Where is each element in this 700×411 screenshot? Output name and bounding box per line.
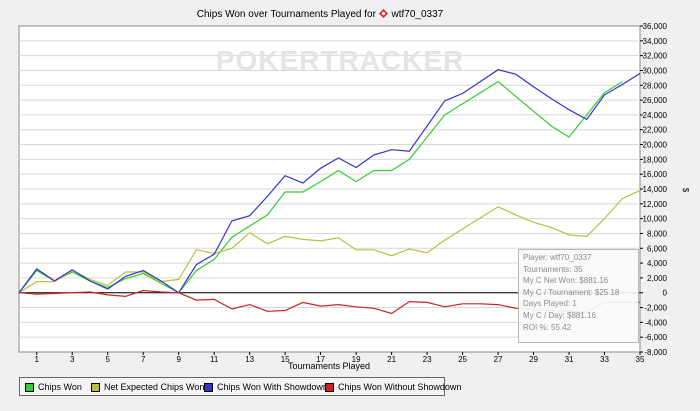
info-player: Player: wtf70_0337 xyxy=(523,253,592,262)
x-axis-label: Tournaments Played xyxy=(288,361,370,371)
x-tick-label: 35 xyxy=(636,355,645,364)
y-tick-label: 12,000 xyxy=(643,200,668,209)
y-axis-label: $ xyxy=(681,188,690,193)
x-tick-label: 17 xyxy=(316,355,325,364)
x-tick-label: 7 xyxy=(141,355,146,364)
y-tick-label: 26,000 xyxy=(643,96,668,105)
y-tick-label: 22,000 xyxy=(643,126,668,135)
series-line-net-expected-chips-won xyxy=(18,189,641,294)
info-tournaments: Tournaments: 35 xyxy=(523,264,583,274)
y-tick-label: 0 xyxy=(663,289,668,298)
y-tick-label: 2,000 xyxy=(647,274,668,283)
x-tick-label: 5 xyxy=(105,355,110,364)
series-lines xyxy=(18,69,641,315)
y-tick-label: 18,000 xyxy=(643,155,668,164)
x-tick-label: 15 xyxy=(281,355,290,364)
chart-title-player: wtf70_0337 xyxy=(391,9,444,20)
y-tick-label: 16,000 xyxy=(643,170,668,179)
y-tick-label: 28,000 xyxy=(643,81,668,90)
y-tick-label: 8,000 xyxy=(647,229,668,238)
legend-label: Chips Won Without Showdown xyxy=(338,382,462,392)
x-tick-label: 3 xyxy=(70,355,75,364)
x-tick-label: 19 xyxy=(352,355,361,364)
y-tick-label: -4,000 xyxy=(644,318,667,327)
chart-title: Chips Won over Tournaments Played for wt… xyxy=(0,9,640,20)
y-tick-label: 10,000 xyxy=(643,215,668,224)
x-tick-label: 13 xyxy=(245,355,254,364)
legend-label: Chips Won With Showdown xyxy=(217,382,328,392)
info-per-tournament: My C / Tournament: $25.18 xyxy=(523,287,620,297)
summary-info-box: Player: wtf70_0337 Tournaments: 35 My C … xyxy=(518,249,639,343)
legend-swatch-with-showdown xyxy=(204,383,213,392)
info-days-played: Days Played: 1 xyxy=(523,299,577,309)
y-tick-label: 6,000 xyxy=(647,244,668,253)
watermark: POKERTRACKER xyxy=(216,45,464,76)
x-tick-label: 1 xyxy=(35,355,40,364)
x-tick-label: 11 xyxy=(210,355,219,364)
info-roi: ROI %: 55.42 xyxy=(523,322,572,332)
legend-swatch-net-expected xyxy=(91,383,100,392)
y-tick-label: 36,000 xyxy=(643,22,668,31)
y-tick-label: 14,000 xyxy=(643,185,668,194)
y-tick-label: 30,000 xyxy=(643,66,668,75)
y-tick-label: -8,000 xyxy=(644,348,667,357)
y-tick-label: -6,000 xyxy=(644,333,667,342)
chart-title-prefix: Chips Won over Tournaments Played for xyxy=(196,9,376,20)
chart-legend: Chips Won Net Expected Chips Won Chips W… xyxy=(19,377,461,396)
y-tick-label: 24,000 xyxy=(643,111,668,120)
x-tick-label: 31 xyxy=(565,355,574,364)
poker-chip-icon xyxy=(378,9,388,18)
legend-label: Net Expected Chips Won xyxy=(104,382,205,392)
x-tick-label: 27 xyxy=(494,355,503,364)
series-line-chips-won-with-showdown xyxy=(18,69,641,294)
x-tick-label: 25 xyxy=(458,355,467,364)
legend-label: Chips Won xyxy=(38,382,82,392)
y-tick-label: 20,000 xyxy=(643,141,668,150)
axis-ticks: -8,000 -6,000 -4,000 -2,000 0 2,000 4,000 6,000… xyxy=(35,22,668,364)
info-per-day: My C / Day: $881.16 xyxy=(523,310,596,320)
series-line-chips-won xyxy=(18,80,623,294)
y-tick-label: -2,000 xyxy=(644,304,667,313)
x-tick-label: 23 xyxy=(423,355,432,364)
x-tick-label: 9 xyxy=(176,355,181,364)
legend-swatch-without-showdown xyxy=(325,383,334,392)
x-tick-label: 21 xyxy=(387,355,396,364)
y-tick-label: 32,000 xyxy=(643,52,668,61)
x-tick-label: 33 xyxy=(600,355,609,364)
y-tick-label: 4,000 xyxy=(647,259,668,268)
legend-swatch-chips-won xyxy=(25,383,34,392)
y-tick-label: 34,000 xyxy=(643,37,668,46)
x-tick-label: 29 xyxy=(529,355,538,364)
info-net-won: My C Net Won: $881.16 xyxy=(523,276,609,286)
